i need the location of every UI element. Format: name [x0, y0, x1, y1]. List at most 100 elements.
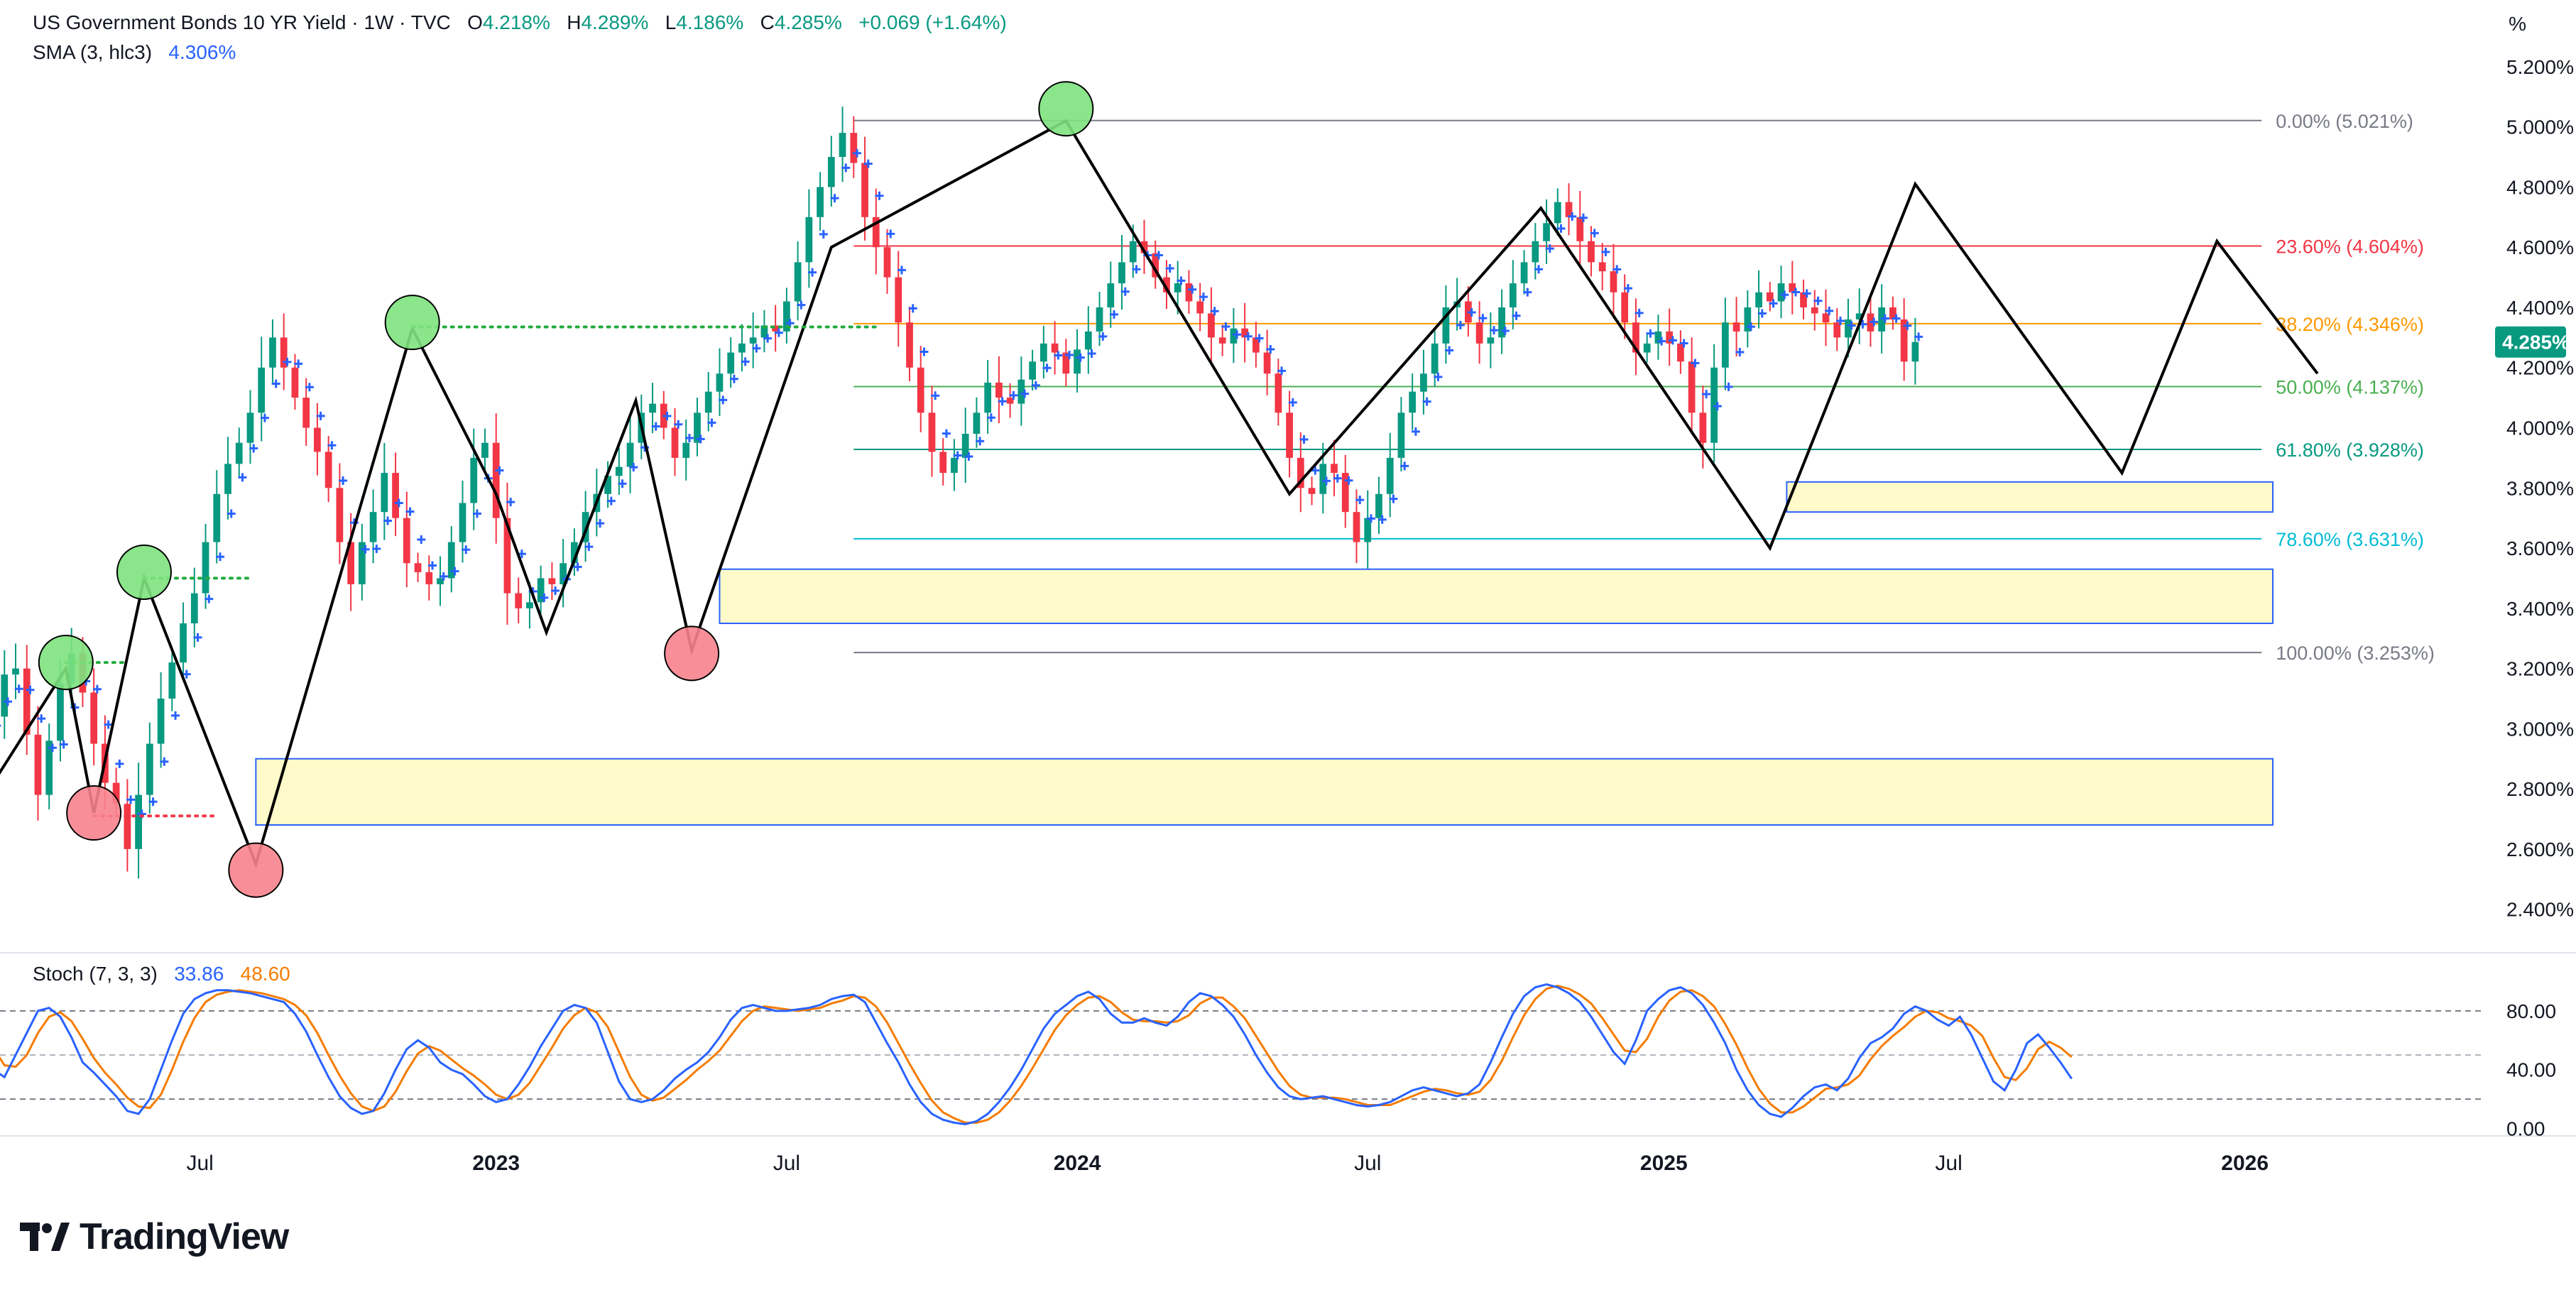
candle-body: [90, 692, 98, 744]
candle-body: [190, 593, 198, 624]
sma-label: SMA (3, hlc3): [33, 41, 153, 63]
sma-marker: [1478, 314, 1488, 323]
sma-marker: [830, 194, 839, 203]
sma-marker: [1422, 397, 1431, 406]
candle-body: [1643, 343, 1651, 353]
sma-marker: [115, 759, 124, 768]
sma-marker: [1110, 310, 1118, 319]
candle-body: [1755, 292, 1762, 307]
sma-legend[interactable]: SMA (3, hlc3) 4.306%: [33, 38, 236, 67]
sma-marker: [1657, 337, 1666, 346]
sma-marker: [1154, 251, 1163, 260]
candle-body: [347, 542, 355, 584]
tradingview-logo-icon: [20, 1223, 70, 1251]
sma-marker: [1199, 293, 1208, 302]
candle-body: [995, 382, 1003, 398]
candle-body: [1208, 313, 1215, 338]
sma-marker: [1880, 314, 1889, 323]
candle-body: [560, 563, 567, 584]
sma-marker: [573, 562, 582, 572]
candle-body: [537, 578, 545, 603]
candle-body: [425, 572, 433, 584]
candle-body: [615, 466, 623, 476]
candle-body: [1699, 412, 1707, 443]
open-label: O: [467, 11, 483, 33]
candle-body: [1532, 241, 1539, 263]
time-tick-label: 2025: [1640, 1152, 1688, 1175]
sma-marker: [1668, 336, 1677, 345]
candle-body: [1900, 319, 1908, 362]
candle-body: [213, 493, 221, 542]
candle-body: [246, 412, 254, 443]
sma-marker: [684, 434, 694, 443]
candle-body: [973, 412, 981, 434]
candle-body: [1286, 412, 1293, 458]
sma-marker: [104, 720, 113, 729]
candle-body: [1129, 241, 1137, 263]
sma-marker: [1344, 476, 1353, 485]
stoch-legend[interactable]: Stoch (7, 3, 3) 33.86 48.60: [33, 960, 290, 988]
candle-body: [984, 382, 992, 413]
sma-marker: [908, 304, 917, 313]
grid-layer: [0, 952, 2576, 1137]
candle-body: [1096, 307, 1103, 332]
candle-body: [302, 398, 310, 428]
price-tick-label: 2.800%: [2506, 778, 2574, 800]
candle-body: [1118, 262, 1125, 284]
candle-body: [1688, 361, 1696, 413]
pivot-low-marker: [66, 785, 122, 841]
sma-marker: [964, 452, 973, 461]
fib-level-label: 23.60% (4.604%): [2276, 236, 2424, 258]
candle-body: [1744, 307, 1752, 332]
candle-body: [1654, 331, 1662, 344]
sma-marker: [1578, 213, 1588, 222]
price-tick-label: 3.600%: [2506, 537, 2574, 559]
sma-marker: [606, 496, 616, 505]
stoch-d-line: [0, 985, 2073, 1124]
sma-marker: [1813, 296, 1823, 305]
candle-body: [1800, 292, 1807, 307]
sma-marker: [59, 740, 68, 749]
axes-layer: 2.400% 2.600% 2.800% 3.000% 3.200% 3.400% 3.60…: [186, 56, 2573, 1175]
candle-body: [1152, 253, 1159, 278]
sma-marker: [1333, 474, 1342, 483]
candle-body: [381, 473, 388, 513]
candle-body: [1666, 331, 1674, 344]
sma-marker: [1042, 364, 1052, 373]
symbol-title[interactable]: US Government Bonds 10 YR Yield · 1W · T…: [33, 11, 451, 33]
candle-body: [1520, 262, 1528, 284]
candle-body: [1006, 398, 1014, 404]
stochastic-layer: [0, 983, 2485, 1125]
stoch-k-line: [0, 983, 2073, 1125]
sma-marker: [674, 420, 683, 429]
fib-level-label: 78.60% (3.631%): [2276, 529, 2424, 550]
candle-body: [928, 412, 936, 452]
candle-body: [961, 433, 969, 458]
fib-level-label: 38.20% (4.346%): [2276, 314, 2424, 335]
tradingview-logo[interactable]: TradingView: [20, 1215, 289, 1258]
candle-body: [1185, 283, 1193, 302]
sma-marker: [1311, 466, 1320, 475]
sma-marker: [1389, 494, 1398, 503]
sma-marker: [1556, 224, 1566, 233]
sma-marker: [160, 757, 169, 766]
sma-marker: [1835, 317, 1845, 326]
price-unit-label: %: [2509, 13, 2526, 35]
sma-marker: [774, 328, 783, 337]
candle-body: [783, 301, 790, 332]
sma-marker: [540, 593, 549, 602]
candle-body: [1789, 283, 1796, 293]
candle-body: [1297, 457, 1304, 488]
candle-body: [1364, 518, 1372, 542]
sma-marker: [1456, 320, 1465, 329]
sma-marker: [1177, 276, 1186, 285]
symbol-header: US Government Bonds 10 YR Yield · 1W · T…: [33, 9, 1007, 37]
pivot-low-marker: [228, 842, 284, 898]
time-tick-label: Jul: [186, 1152, 213, 1175]
candle-body: [447, 542, 455, 579]
sma-marker: [327, 441, 337, 450]
candle-body: [1777, 283, 1785, 302]
candle-body: [749, 337, 757, 344]
